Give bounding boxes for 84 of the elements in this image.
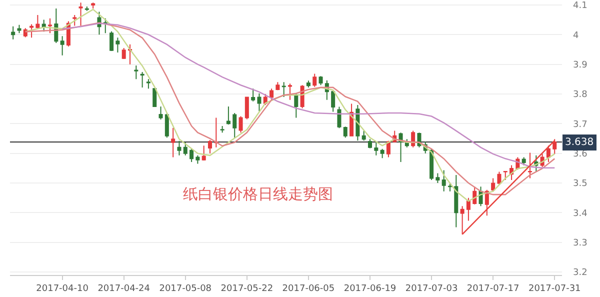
y-tick-label: 3.9 [573,60,588,70]
x-tick-label: 2017-05-22 [220,284,274,294]
x-tick-label: 2017-04-24 [98,284,150,294]
y-tick-label: 4 [573,30,579,41]
candlestick [91,2,96,10]
candlestick [368,138,372,149]
candlestick [11,26,16,40]
candlestick [208,139,212,154]
line-series [62,22,556,169]
candlestick [312,73,317,88]
candlestick [436,172,440,184]
candlestick [196,154,200,164]
candlestick [380,148,384,159]
x-tick-label: 2017-05-08 [159,284,212,294]
candlestick [164,112,169,138]
candlestick [84,6,89,12]
candlestick [251,88,256,102]
candlestick [528,152,532,179]
x-tick-label: 2017-07-31 [528,284,581,294]
candlestick [337,106,342,129]
candlestick [257,92,262,112]
candlestick [306,80,310,88]
candlestick [226,106,230,126]
x-tick-label: 2017-07-17 [466,284,520,294]
candlestick [183,142,188,156]
candlestick [17,24,22,34]
candlestick [116,37,120,53]
y-tick-label: 3.3 [573,238,588,249]
candlestick [238,116,243,134]
ref-line-label: 3.638 [565,137,594,148]
candlestick [128,44,132,65]
candlestick [288,83,292,100]
candlestick [362,130,366,142]
candlestick [331,90,336,112]
candlestick [72,14,77,26]
candlestick [134,65,138,80]
x-tick-label: 2017-06-19 [344,284,396,294]
candlestick [270,88,274,100]
candlestick [386,140,390,158]
x-tick-label: 2017-07-03 [405,284,458,294]
candlestick [232,112,237,138]
candlestick [430,148,434,181]
y-tick-label: 3.4 [573,208,588,219]
candlestick [60,36,64,56]
candlestick [442,170,446,192]
candlestick [202,145,206,161]
x-tick-label: 2017-06-05 [282,284,335,294]
candlestick [190,148,194,162]
candlestick [466,197,470,222]
y-tick-label: 3.8 [573,90,588,100]
annotation: 纸白银价格日线走势图 [183,185,333,203]
candlestick [78,2,83,26]
candlestick [503,170,508,181]
candlestick [36,14,40,30]
x-tick-label: 2017-04-10 [36,284,89,294]
candlestick [454,174,458,228]
candlestick [171,127,176,158]
candlestick [140,72,144,88]
candlestick [491,178,496,192]
candlestick [497,171,502,186]
candlestick [220,126,224,134]
candlestick [30,24,34,38]
candlestick [177,140,182,156]
y-tick-label: 3.5 [573,179,588,190]
y-tick-label: 3.2 [573,268,588,278]
candlestick [122,47,126,60]
candlestick [110,30,114,52]
candlestick [374,142,378,156]
candlestick [522,156,526,166]
candlestick [48,18,52,34]
candlestick [244,96,249,120]
candlestick [152,88,157,108]
candlestick [146,78,150,90]
candlestick [282,82,286,98]
candlestick [318,76,323,86]
candlestick [158,106,163,120]
candlestick [103,18,108,34]
candlestick [343,126,348,138]
candlestick [276,82,280,91]
candlestick [23,28,28,38]
y-tick-label: 3.7 [573,120,588,130]
candlestick [214,117,218,148]
y-tick-label: 4.1 [573,1,588,12]
candlestick [448,182,452,192]
